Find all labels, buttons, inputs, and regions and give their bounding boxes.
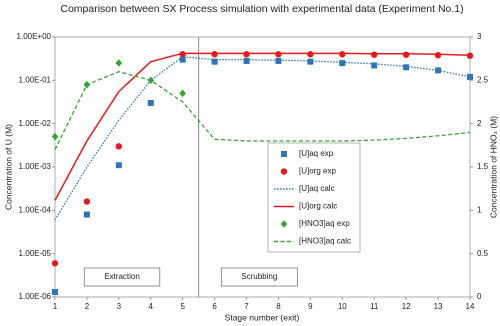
marker — [307, 51, 314, 58]
marker — [83, 198, 91, 205]
marker — [179, 89, 186, 98]
marker — [211, 58, 218, 65]
marker — [466, 52, 474, 59]
y-tick-label: 1.00E-01 — [19, 75, 52, 84]
marker — [211, 51, 218, 58]
x-tick-label: 1 — [53, 302, 58, 311]
y2-tick-label: 1.5 — [477, 162, 489, 171]
x-tick-label: 3 — [117, 302, 122, 311]
marker — [115, 59, 123, 67]
x-tick-label: 9 — [308, 302, 313, 311]
marker — [339, 51, 346, 58]
y2-tick-label: 2 — [477, 119, 482, 128]
x-tick-label: 8 — [276, 302, 281, 311]
marker — [403, 64, 410, 71]
legend-swatch — [280, 220, 288, 228]
y2-tick-label: 0.5 — [477, 249, 489, 258]
y-tick-label: 1.00E+00 — [17, 32, 52, 41]
x-tick-label: 6 — [212, 302, 217, 311]
x-tick-label: 2 — [85, 302, 90, 311]
x-tick-label: 7 — [244, 302, 249, 311]
marker — [51, 260, 59, 267]
x-tick-label: 14 — [466, 302, 475, 311]
marker — [339, 60, 346, 67]
x-tick-label: 4 — [149, 302, 154, 311]
marker — [51, 132, 59, 141]
marker — [371, 51, 378, 58]
marker — [307, 58, 314, 65]
marker — [434, 52, 442, 59]
marker — [275, 57, 282, 64]
x-tick-label: 13 — [434, 302, 443, 311]
legend-label: [HNO3]aq exp — [299, 219, 350, 228]
y2-axis-title: Concentration of HNO₃ (M) — [488, 116, 498, 218]
y2-tick-label: 1 — [477, 205, 482, 214]
y-tick-label: 1.00E-04 — [19, 205, 52, 214]
marker — [275, 51, 282, 58]
legend-label: [U]org calc — [299, 202, 337, 211]
series-line — [54, 52, 471, 201]
series-line — [54, 70, 471, 150]
annotation-box — [220, 267, 298, 287]
marker — [115, 143, 123, 150]
marker — [179, 56, 186, 63]
y2-tick-label: 2.5 — [477, 75, 489, 84]
x-tick-label: 5 — [180, 302, 185, 311]
y2-tick-label: 0 — [477, 292, 482, 301]
legend-label: [U]aq exp — [299, 149, 334, 158]
annotation: Extraction — [104, 272, 140, 281]
legend-label: [U]aq calc — [299, 184, 335, 193]
x-tick-label: 11 — [370, 302, 379, 311]
chart-title: Comparison between SX Process simulation… — [60, 3, 463, 15]
y-tick-label: 1.00E-05 — [19, 249, 52, 258]
x-axis-title: Stage number (exit) — [225, 312, 300, 322]
y-tick-label: 1.00E-02 — [19, 119, 52, 128]
x-tick-label: 10 — [338, 302, 347, 311]
marker — [243, 51, 250, 58]
y2-tick-label: 3 — [477, 32, 482, 41]
legend-swatch — [280, 168, 288, 175]
legend-swatch — [281, 151, 287, 157]
marker — [52, 289, 58, 296]
y-tick-label: 1.00E-03 — [19, 162, 52, 171]
marker — [371, 62, 378, 69]
marker — [467, 73, 473, 80]
marker — [147, 99, 154, 106]
legend-box — [267, 142, 361, 253]
series-line — [54, 56, 471, 221]
y-axis-title: Concentration of U (M) — [3, 124, 13, 210]
marker — [83, 211, 90, 218]
x-tick-label: 12 — [402, 302, 411, 311]
marker — [243, 57, 250, 64]
legend-label: [U]org exp — [299, 167, 336, 176]
marker — [402, 51, 410, 58]
annotation: Scrubbing — [241, 272, 277, 281]
marker — [115, 162, 122, 169]
y-tick-label: 1.00E-06 — [19, 292, 52, 301]
annotation-box — [83, 267, 161, 287]
legend-label: [HNO3]aq calc — [299, 237, 351, 246]
